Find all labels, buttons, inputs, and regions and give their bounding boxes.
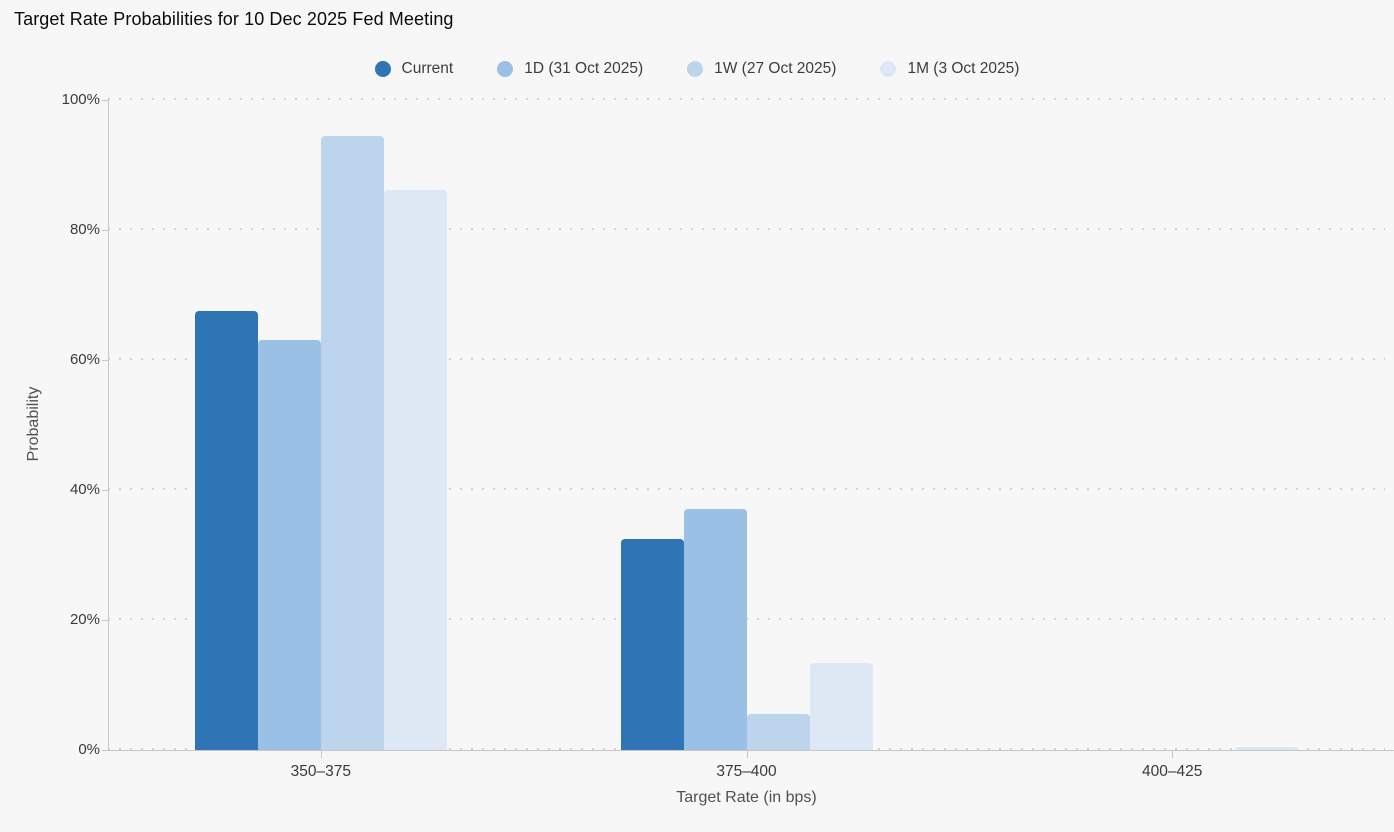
x-axis-title: Target Rate (in bps) — [676, 789, 817, 806]
legend: Current 1D (31 Oct 2025) 1W (27 Oct 2025) 1… — [0, 60, 1394, 78]
bar-1m-3-oct-2025-375-400[interactable] — [809, 663, 873, 750]
legend-item-1m-3-oct-2025[interactable]: 1M (3 Oct 2025) — [880, 60, 1019, 78]
gridline-40 — [108, 488, 1385, 490]
legend-label: Current — [401, 60, 454, 77]
bar-1w-27-oct-2025-350-375[interactable] — [320, 136, 384, 750]
legend-dot-1m-3-oct-2025-icon — [880, 61, 897, 77]
x-axis-tick-400-425 — [1172, 751, 1174, 758]
y-axis-tick-40 — [102, 490, 108, 491]
legend-label: 1D (31 Oct 2025) — [524, 60, 644, 77]
bar-current-375-400[interactable] — [620, 539, 684, 750]
legend-dot-1w-27-oct-2025-icon — [687, 61, 704, 77]
y-axis-label-80: 80% — [69, 221, 100, 238]
gridline-100 — [108, 98, 1385, 100]
y-axis-label-40: 40% — [69, 481, 100, 498]
x-axis-tick-375-400 — [746, 751, 748, 758]
gridline-80 — [108, 228, 1385, 230]
bar-1d-31-oct-2025-350-375[interactable] — [257, 340, 321, 750]
bar-1w-27-oct-2025-375-400[interactable] — [746, 714, 810, 750]
y-axis-label-20: 20% — [69, 611, 100, 628]
x-axis-label-375-400: 375–400 — [716, 763, 777, 780]
y-axis-title: Probability — [25, 386, 42, 462]
y-axis-label-0: 0% — [78, 741, 100, 758]
y-axis-tick-60 — [102, 360, 108, 361]
bar-1m-3-oct-2025-350-375[interactable] — [383, 190, 447, 750]
y-axis-label-60: 60% — [69, 351, 100, 368]
legend-item-1w-27-oct-2025[interactable]: 1W (27 Oct 2025) — [687, 60, 836, 78]
gridline-20 — [108, 618, 1385, 620]
gridline-60 — [108, 358, 1385, 360]
y-axis-tick-100 — [102, 100, 108, 101]
legend-dot-current-icon — [374, 61, 391, 77]
legend-dot-1d-31-oct-2025-icon — [497, 61, 514, 77]
y-axis-tick-0 — [102, 750, 108, 751]
y-axis-label-100: 100% — [61, 91, 100, 108]
y-axis-tick-80 — [102, 230, 108, 231]
bar-1d-31-oct-2025-375-400[interactable] — [683, 509, 747, 750]
bar-1m-3-oct-2025-400-425[interactable] — [1235, 747, 1299, 750]
y-axis-tick-20 — [102, 620, 108, 621]
x-axis-tick-350-375 — [320, 751, 322, 758]
legend-item-current[interactable]: Current — [374, 60, 454, 78]
y-axis-line — [108, 100, 109, 750]
x-axis-label-400-425: 400–425 — [1141, 763, 1203, 780]
bar-current-350-375[interactable] — [194, 311, 258, 750]
legend-item-1d-31-oct-2025[interactable]: 1D (31 Oct 2025) — [497, 60, 643, 78]
chart-title: Target Rate Probabilities for 10 Dec 202… — [14, 9, 454, 29]
legend-label: 1M (3 Oct 2025) — [907, 60, 1020, 77]
legend-label: 1W (27 Oct 2025) — [714, 60, 837, 77]
x-axis-label-350-375: 350–375 — [290, 763, 351, 780]
x-axis-line — [108, 750, 1394, 751]
